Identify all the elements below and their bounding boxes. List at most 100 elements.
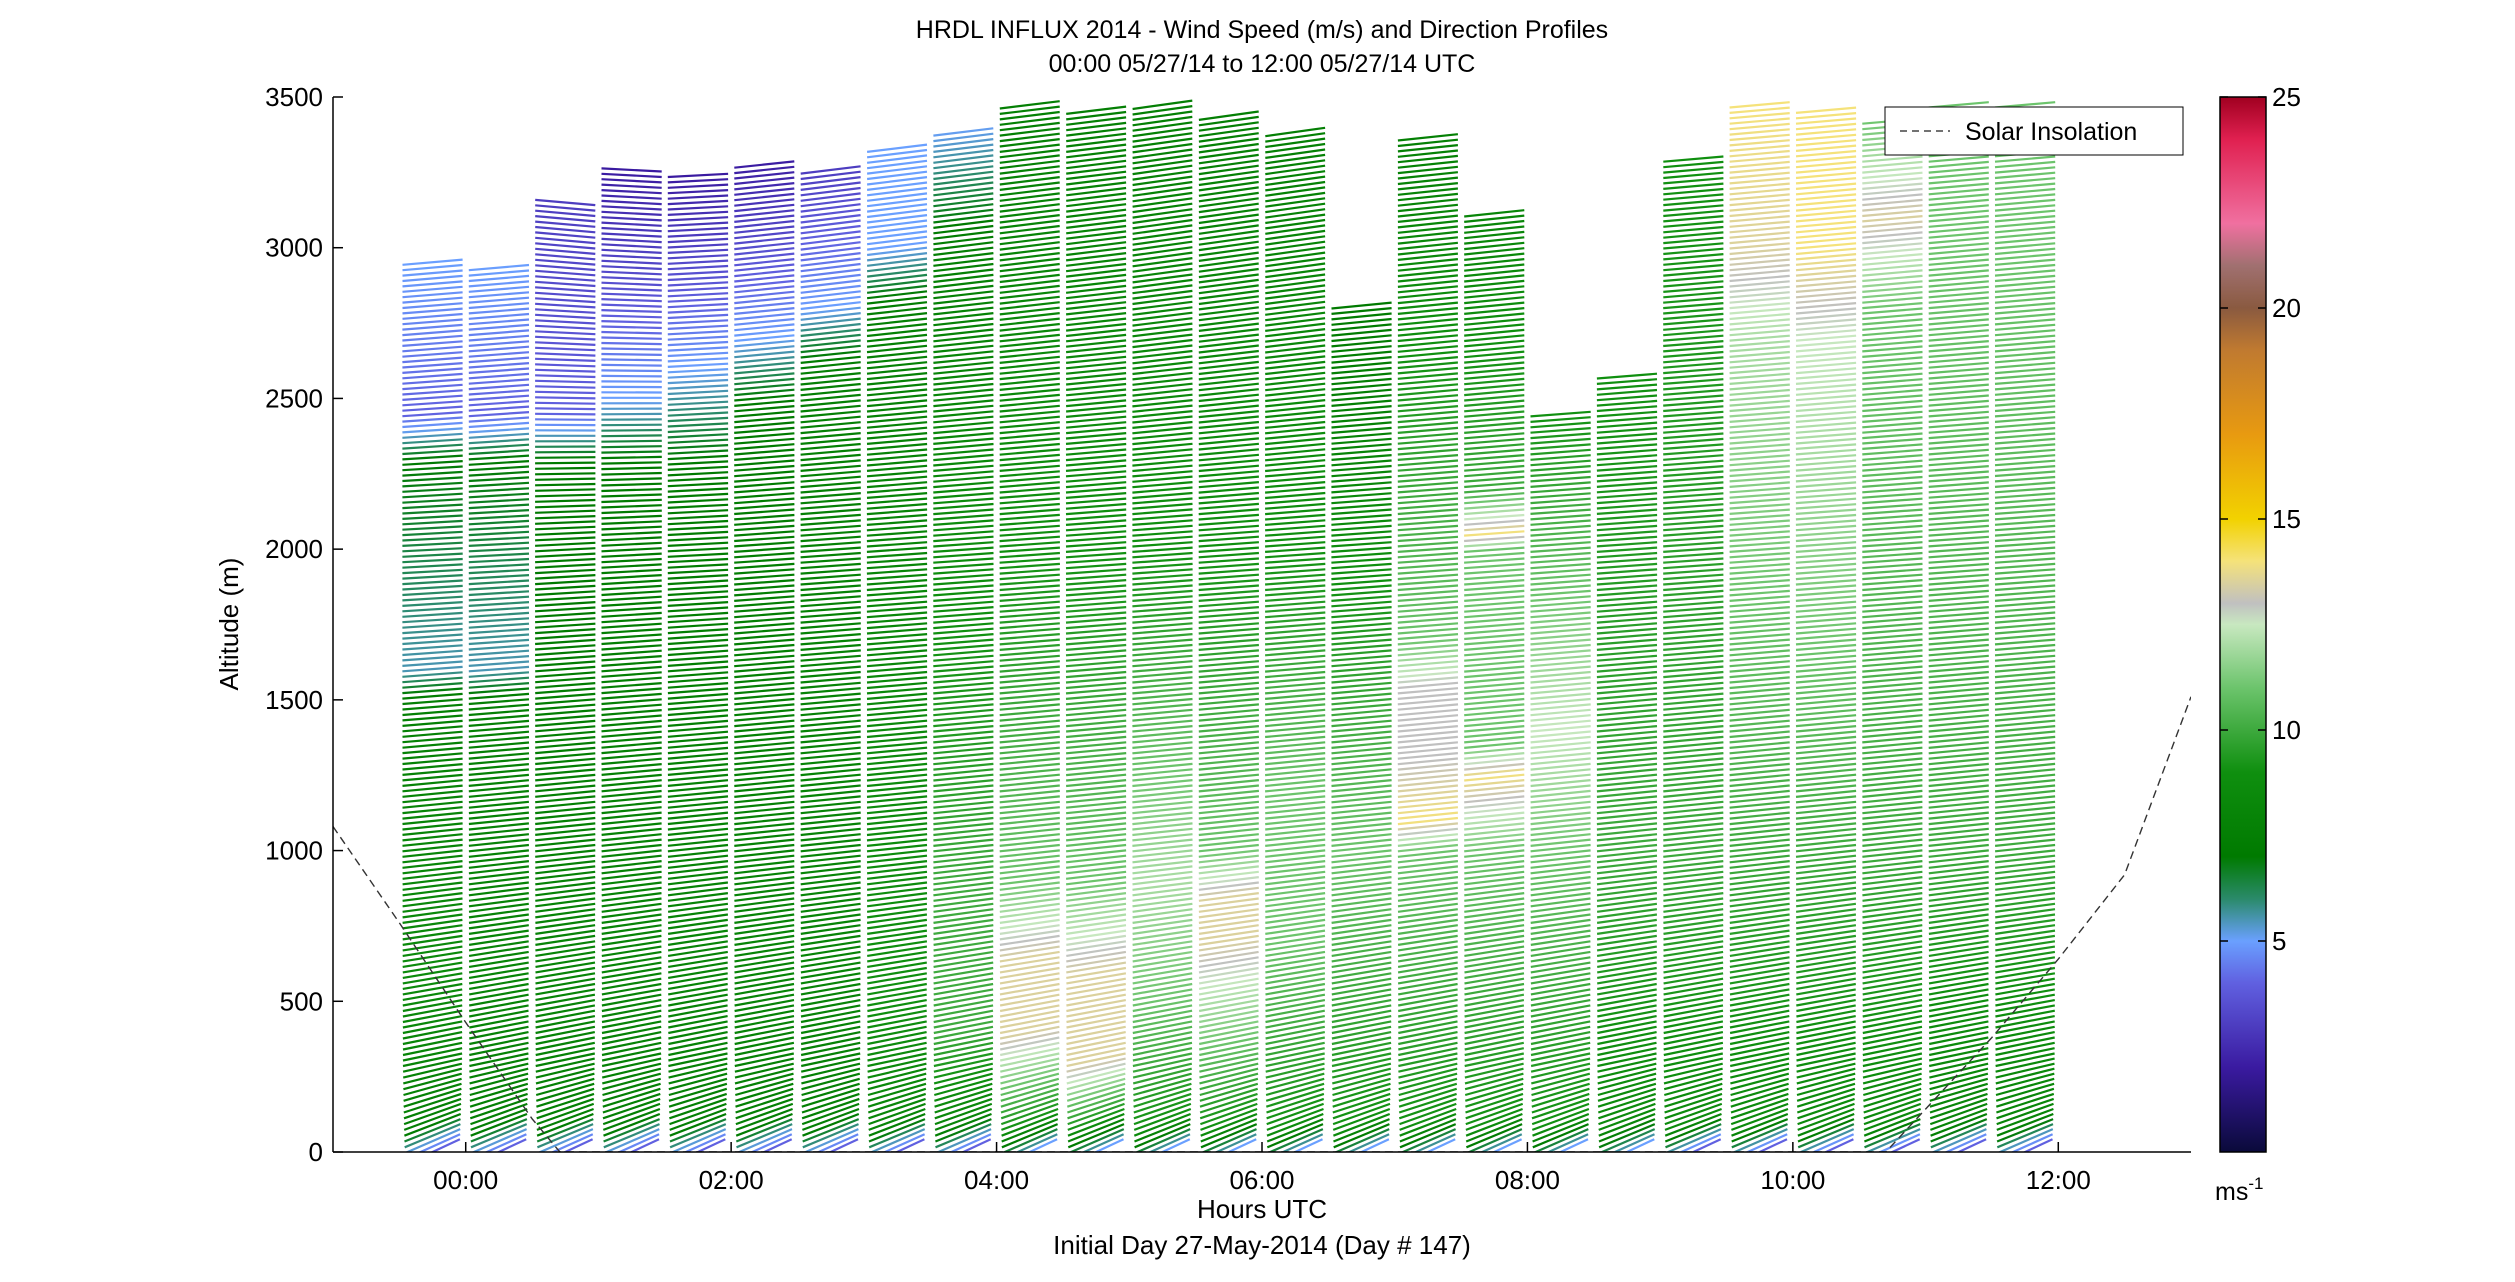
wind-barb <box>1862 535 1923 543</box>
wind-barb <box>866 870 928 880</box>
wind-barb <box>1198 665 1259 673</box>
wind-barb <box>866 551 928 559</box>
wind-barb <box>667 498 729 504</box>
wind-barb <box>761 1138 793 1152</box>
wind-barb <box>1729 773 1790 782</box>
wind-barb <box>734 1047 795 1062</box>
wind-barb <box>933 459 994 467</box>
wind-barb <box>1862 1062 1923 1079</box>
wind-barb <box>535 638 596 646</box>
wind-barb <box>1663 236 1724 245</box>
wind-barb <box>1132 344 1193 354</box>
wind-barb <box>1331 1009 1392 1024</box>
wind-barb <box>1530 427 1591 434</box>
wind-barb <box>468 552 530 558</box>
wind-barb <box>866 746 928 755</box>
wind-barb <box>1464 372 1525 380</box>
wind-barb <box>1928 573 1989 581</box>
wind-barb <box>1199 1062 1259 1079</box>
wind-barb <box>1795 611 1857 619</box>
wind-barb <box>800 448 861 456</box>
wind-barb <box>601 358 662 362</box>
wind-barb <box>1198 924 1259 935</box>
wind-barb <box>601 870 662 880</box>
wind-barb <box>1795 307 1857 315</box>
wind-barb <box>1331 1062 1392 1079</box>
wind-profile-column <box>1132 99 1193 1152</box>
wind-barb <box>1399 1118 1457 1143</box>
wind-barb <box>999 279 1060 289</box>
wind-barb <box>601 574 662 580</box>
wind-barb <box>403 1067 463 1085</box>
wind-barb <box>1198 322 1259 332</box>
wind-barb <box>800 492 861 499</box>
wind-barb <box>1464 977 1525 990</box>
wind-barb <box>667 302 729 309</box>
wind-barb <box>468 307 530 315</box>
wind-barb <box>1795 291 1857 299</box>
wind-barb <box>468 902 529 913</box>
wind-barb <box>1663 1031 1724 1046</box>
wind-barb <box>667 768 729 776</box>
wind-barb <box>1530 654 1591 662</box>
wind-barb <box>1596 633 1658 641</box>
wind-barb <box>1265 404 1326 413</box>
wind-barb <box>800 627 861 635</box>
wind-barb <box>1530 676 1591 684</box>
wind-barb <box>866 622 928 630</box>
wind-barb <box>1729 551 1790 559</box>
wind-barb <box>734 838 795 847</box>
wind-barb <box>800 1036 861 1051</box>
wind-barb <box>667 395 729 401</box>
wind-barb <box>866 773 928 782</box>
wind-barb <box>1928 616 1989 624</box>
wind-barb <box>734 908 795 919</box>
wind-barb <box>1531 1107 1590 1131</box>
wind-barb <box>1464 649 1525 657</box>
wind-barb <box>866 421 928 429</box>
wind-barb <box>1198 735 1260 744</box>
wind-barb <box>999 741 1060 749</box>
wind-barb <box>999 295 1060 305</box>
wind-barb <box>1464 714 1525 722</box>
wind-barb <box>1862 291 1923 299</box>
wind-barb <box>469 1067 529 1085</box>
wind-barb <box>1132 170 1193 181</box>
wind-barb <box>1663 475 1724 483</box>
wind-barb <box>1198 865 1259 875</box>
wind-barb <box>1265 627 1326 635</box>
wind-barb <box>667 313 729 320</box>
wind-barb <box>1464 719 1525 728</box>
wind-barb <box>934 1097 993 1120</box>
wind-barb <box>667 340 729 347</box>
wind-barb <box>1729 209 1790 218</box>
wind-barb <box>999 762 1060 771</box>
wind-barb <box>1198 966 1259 979</box>
wind-barb <box>1795 784 1857 793</box>
wind-barb <box>1596 741 1658 749</box>
wind-barb <box>1413 1133 1456 1152</box>
wind-barb <box>1198 977 1259 990</box>
wind-barb <box>601 644 662 651</box>
wind-barb <box>667 362 729 368</box>
wind-barb <box>866 470 928 478</box>
wind-barb <box>800 464 861 472</box>
wind-barb <box>1928 166 1989 174</box>
wind-barb <box>734 187 795 196</box>
wind-barb <box>1994 557 2056 564</box>
wind-barb <box>1331 524 1392 532</box>
wind-barb <box>1264 746 1326 755</box>
wind-barb <box>999 806 1060 815</box>
wind-barb <box>1464 1062 1524 1079</box>
wind-barb <box>535 897 596 908</box>
wind-barb <box>734 562 795 570</box>
wind-barb <box>601 611 662 618</box>
wind-barb <box>1863 1112 1921 1137</box>
wind-barb <box>1928 784 1989 793</box>
wind-barb <box>999 665 1060 673</box>
wind-barb <box>1530 934 1591 946</box>
wind-barb <box>1928 934 1989 946</box>
wind-barb <box>469 988 529 1001</box>
wind-barb <box>1928 432 1989 440</box>
